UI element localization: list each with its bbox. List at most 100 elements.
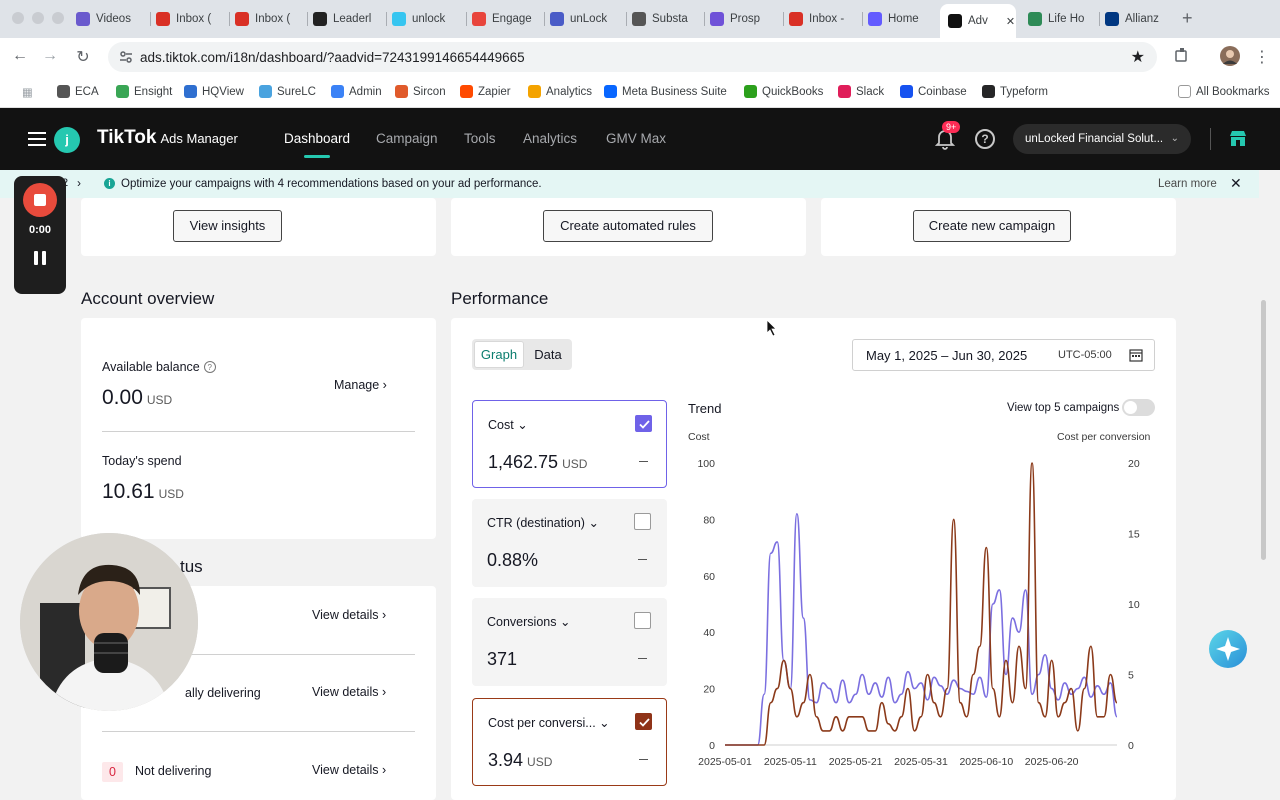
brand-logo[interactable]: TikTok Ads Manager [97, 127, 238, 149]
zoom-window-dot[interactable] [52, 12, 64, 24]
reload-icon[interactable]: ↻ [76, 49, 90, 66]
chevron-down-icon: ⌄ [517, 418, 528, 432]
view-details-link[interactable]: View details › [312, 763, 386, 777]
metric-name[interactable]: Cost per conversi... ⌄ [488, 715, 610, 730]
create-new-campaign-button[interactable]: Create new campaign [913, 210, 1071, 242]
user-avatar[interactable]: j [54, 127, 80, 153]
y-tick-label: 60 [703, 571, 715, 583]
manage-link[interactable]: Manage › [334, 378, 387, 392]
metric-name[interactable]: CTR (destination) ⌄ [487, 515, 599, 530]
browser-tab[interactable]: Inbox ( [156, 6, 222, 32]
page-scrollbar[interactable] [1261, 300, 1266, 560]
bookmark-item[interactable]: Analytics [528, 85, 592, 98]
extensions-icon[interactable] [1172, 47, 1192, 68]
nav-campaign[interactable]: Campaign [376, 131, 438, 146]
bookmark-item[interactable]: Slack [838, 85, 884, 98]
metric-checkbox[interactable] [635, 415, 652, 432]
metric-name[interactable]: Cost ⌄ [488, 417, 528, 432]
url-omnibox[interactable]: ads.tiktok.com/i18n/dashboard/?aadvid=72… [108, 42, 1157, 72]
tab-data[interactable]: Data [534, 347, 562, 362]
bookmark-item[interactable]: HQView [184, 85, 244, 98]
top5-toggle[interactable] [1122, 399, 1155, 416]
metric-unit: USD [527, 755, 553, 769]
forward-icon[interactable]: → [42, 47, 58, 64]
bookmark-label: ECA [75, 85, 99, 98]
help-tooltip-icon[interactable]: ? [203, 361, 216, 373]
browser-tab[interactable]: Engage [472, 6, 538, 32]
browser-tab[interactable]: Substa [632, 6, 698, 32]
learn-more-link[interactable]: Learn more [1158, 178, 1217, 190]
metric-card-cost-per-conversion[interactable]: Cost per conversi... ⌄ 3.94 USD [472, 698, 667, 786]
browser-tab[interactable]: unlock [392, 6, 458, 32]
browser-tab-label: Substa [652, 13, 688, 25]
browser-tab[interactable]: Allianz [1105, 6, 1165, 32]
not-delivering-label: Not delivering [135, 764, 212, 778]
campaign-card: Create new campaign [821, 198, 1176, 256]
browser-tab[interactable]: Videos [76, 6, 144, 32]
site-settings-icon[interactable] [118, 49, 134, 65]
bookmark-item[interactable]: Sircon [395, 85, 446, 98]
browser-tab[interactable]: Inbox ( [235, 6, 301, 32]
metric-card-conversions[interactable]: Conversions ⌄ 371 [472, 598, 667, 686]
bookmark-item[interactable]: Zapier [460, 85, 511, 98]
nav-gmv-max[interactable]: GMV Max [606, 131, 667, 146]
apps-grid-icon[interactable]: ▦ [22, 87, 33, 99]
browser-tab[interactable]: Adv ✕ [940, 4, 1016, 38]
available-balance-value: 0.00 USD [102, 386, 172, 410]
all-bookmarks[interactable]: All Bookmarks [1178, 85, 1270, 98]
create-automated-rules-button[interactable]: Create automated rules [543, 210, 713, 242]
bookmark-item[interactable]: QuickBooks [744, 85, 823, 98]
pause-icon[interactable] [34, 251, 46, 265]
browser-tab[interactable]: unLock [550, 6, 616, 32]
view-details-link[interactable]: View details › [312, 608, 386, 622]
browser-tab[interactable]: Inbox - [789, 6, 855, 32]
metric-name[interactable]: Conversions ⌄ [487, 614, 570, 629]
help-icon[interactable]: ? [975, 129, 995, 149]
bookmark-star-icon[interactable]: ★ [1130, 49, 1145, 66]
view-details-link[interactable]: View details › [312, 685, 386, 699]
chevron-right-icon[interactable]: › [77, 176, 81, 190]
close-banner-icon[interactable]: ✕ [1230, 175, 1242, 191]
nav-analytics[interactable]: Analytics [523, 131, 578, 146]
nav-dashboard[interactable]: Dashboard [284, 131, 351, 158]
url-text: ads.tiktok.com/i18n/dashboard/?aadvid=72… [140, 50, 525, 65]
bookmark-item[interactable]: Coinbase [900, 85, 967, 98]
browser-menu-icon[interactable]: ⋮ [1254, 49, 1270, 66]
bookmark-item[interactable]: Typeform [982, 85, 1048, 98]
new-tab-icon[interactable]: + [1182, 8, 1193, 28]
metric-checkbox[interactable] [634, 513, 651, 530]
shop-icon[interactable] [1228, 130, 1248, 147]
bookmark-item[interactable]: ECA [57, 85, 99, 98]
metric-checkbox[interactable] [635, 713, 652, 730]
close-tab-icon[interactable]: ✕ [1005, 15, 1016, 28]
bookmark-item[interactable]: Admin [331, 85, 382, 98]
metric-checkbox[interactable] [634, 612, 651, 629]
metric-card-ctr[interactable]: CTR (destination) ⌄ 0.88% [472, 499, 667, 587]
hamburger-menu-icon[interactable] [28, 132, 46, 146]
date-range-picker[interactable]: May 1, 2025 – Jun 30, 2025 UTC-05:00 [852, 339, 1155, 371]
stop-recording-button[interactable] [23, 183, 57, 217]
account-switcher[interactable]: unLocked Financial Solut... ⌄ [1013, 124, 1191, 154]
bookmark-item[interactable]: SureLC [259, 85, 316, 98]
nav-tools[interactable]: Tools [464, 131, 496, 146]
metric-card-cost[interactable]: Cost ⌄ 1,462.75 USD [472, 400, 667, 488]
browser-tab[interactable]: Home [868, 6, 928, 32]
bookmark-favicon-icon [982, 85, 995, 98]
bookmark-item[interactable]: Meta Business Suite [604, 85, 727, 98]
profile-avatar-icon[interactable] [1220, 46, 1240, 71]
tab-graph[interactable]: Graph [474, 341, 524, 368]
bookmark-label: Sircon [413, 85, 446, 98]
assistant-sparkle-icon[interactable] [1209, 630, 1247, 668]
bookmark-label: Ensight [134, 85, 173, 98]
close-window-dot[interactable] [12, 12, 24, 24]
browser-tab[interactable]: Leaderl [313, 6, 379, 32]
view-insights-button[interactable]: View insights [173, 210, 282, 242]
minimize-window-dot[interactable] [32, 12, 44, 24]
browser-tab-bar: Videos Inbox ( Inbox ( Leaderl unlock Engage u… [0, 0, 1280, 38]
bookmark-item[interactable]: Ensight [116, 85, 172, 98]
back-icon[interactable]: ← [12, 47, 28, 64]
browser-tab[interactable]: Life Ho [1028, 6, 1092, 32]
y2-tick-label: 10 [1128, 599, 1140, 611]
available-balance-label: Available balance? [102, 360, 216, 374]
browser-tab[interactable]: Prosp [710, 6, 776, 32]
